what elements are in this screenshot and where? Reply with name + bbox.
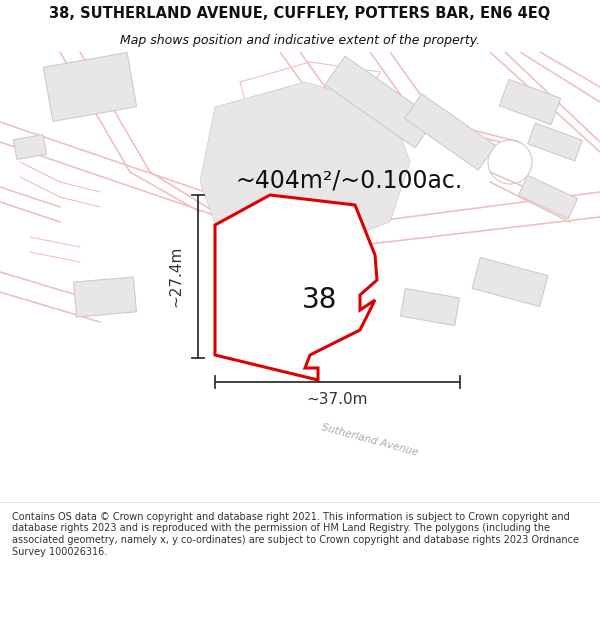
Polygon shape	[472, 258, 548, 306]
Polygon shape	[518, 176, 578, 219]
Polygon shape	[74, 277, 136, 317]
Text: Map shows position and indicative extent of the property.: Map shows position and indicative extent…	[120, 34, 480, 47]
Polygon shape	[499, 79, 560, 124]
Polygon shape	[404, 94, 496, 170]
Polygon shape	[325, 56, 435, 148]
Text: ~37.0m: ~37.0m	[307, 392, 368, 408]
Text: ~404m²/~0.100ac.: ~404m²/~0.100ac.	[235, 168, 462, 192]
Text: Sutherland Avenue: Sutherland Avenue	[320, 422, 419, 457]
Text: ~27.4m: ~27.4m	[169, 246, 184, 307]
Polygon shape	[13, 134, 47, 159]
Polygon shape	[200, 82, 410, 252]
Polygon shape	[528, 123, 582, 161]
Text: 38: 38	[302, 286, 338, 314]
Polygon shape	[43, 52, 137, 121]
Text: Contains OS data © Crown copyright and database right 2021. This information is : Contains OS data © Crown copyright and d…	[12, 512, 579, 557]
Text: 38, SUTHERLAND AVENUE, CUFFLEY, POTTERS BAR, EN6 4EQ: 38, SUTHERLAND AVENUE, CUFFLEY, POTTERS …	[49, 6, 551, 21]
Polygon shape	[215, 195, 377, 380]
Polygon shape	[400, 288, 460, 326]
